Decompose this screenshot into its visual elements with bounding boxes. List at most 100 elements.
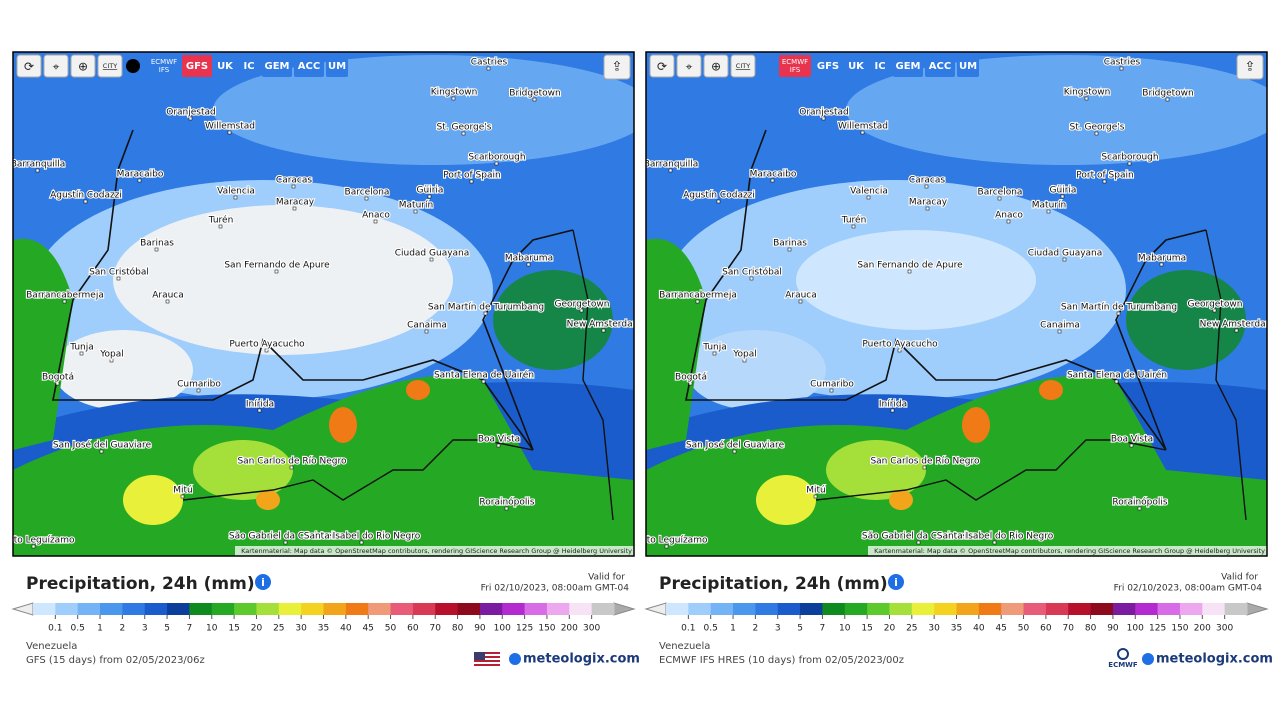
legend-label: 10 — [206, 624, 218, 634]
region: Venezuela — [659, 641, 710, 652]
border — [685, 129, 1207, 451]
city-text: CITY — [736, 62, 750, 70]
flag-stripe — [474, 654, 500, 656]
legend-label: 300 — [1216, 624, 1233, 634]
city-dot — [1119, 66, 1124, 71]
info-icon[interactable] — [255, 574, 271, 590]
city-label: Mitú — [806, 486, 826, 496]
share-icon: ⇪ — [612, 60, 623, 75]
info-icon[interactable] — [888, 574, 904, 590]
brand: meteologix.com — [1156, 652, 1273, 667]
city-dot — [695, 299, 700, 304]
tool-button[interactable] — [649, 54, 675, 78]
city-dot — [1006, 219, 1011, 224]
legend-swatch — [800, 603, 823, 615]
model-button[interactable] — [779, 55, 811, 77]
city-label: Maracay — [909, 198, 948, 208]
share-button[interactable] — [1236, 54, 1264, 80]
city-dot — [154, 247, 159, 252]
model-button[interactable] — [262, 55, 292, 77]
legend-swatch — [390, 603, 414, 615]
city-label: New Amsterdam — [1200, 320, 1275, 330]
border — [182, 439, 534, 501]
legend-swatch — [412, 603, 436, 615]
tool-button[interactable] — [703, 54, 729, 78]
map: Castries Kingstown Bridgetown Oranjestad Wil… — [13, 52, 634, 556]
legend-swatch — [100, 603, 123, 615]
city-button[interactable] — [730, 54, 756, 78]
model-button[interactable] — [294, 55, 324, 77]
legend-swatch — [1202, 603, 1226, 615]
model-button[interactable] — [957, 55, 979, 77]
legend-label: 40 — [973, 624, 985, 634]
city-label: San Fernando de Apure — [224, 261, 330, 271]
city-dot — [137, 178, 142, 183]
legend-label: 3 — [142, 624, 148, 634]
city-dot — [116, 276, 121, 281]
model-button[interactable] — [845, 55, 867, 77]
legend-swatch — [666, 603, 689, 615]
legend-swatch — [710, 603, 734, 615]
legend-swatch — [256, 603, 280, 615]
legend-swatch — [479, 603, 503, 615]
region: Venezuela — [26, 641, 77, 652]
city-label: Bogotá — [675, 373, 707, 383]
model-button[interactable] — [182, 55, 212, 77]
city-label: Mitú — [173, 486, 193, 496]
city-label: San Martín de Turumbang — [1061, 303, 1177, 313]
model-button[interactable] — [813, 55, 843, 77]
tool-button[interactable] — [16, 54, 42, 78]
share-button[interactable] — [603, 54, 631, 80]
model-label: UM — [959, 61, 977, 72]
border — [815, 439, 1167, 501]
legend-label: 0.1 — [48, 624, 62, 634]
model-button[interactable] — [326, 55, 348, 77]
city-button[interactable] — [97, 54, 123, 78]
city-label: Mabaruma — [505, 254, 553, 264]
brand-mark — [509, 653, 521, 665]
tool-button[interactable] — [43, 54, 69, 78]
model-button[interactable] — [148, 55, 180, 77]
city-dot — [274, 269, 279, 274]
city-dot — [373, 219, 378, 224]
city-dot — [196, 388, 201, 393]
tool-button[interactable] — [70, 54, 96, 78]
city-dot — [481, 379, 486, 384]
city-label: Barinas — [140, 239, 174, 249]
model-button[interactable] — [925, 55, 955, 77]
legend-swatch — [844, 603, 868, 615]
model-button[interactable] — [869, 55, 891, 77]
city-label: Canaima — [1040, 321, 1080, 331]
city-label: Barrancabermeja — [26, 291, 104, 301]
model-button[interactable] — [214, 55, 236, 77]
city-dot — [1057, 329, 1062, 334]
city-label: San Carlos de Río Negro — [870, 457, 980, 467]
model-button[interactable] — [893, 55, 923, 77]
city-label: San Carlos de Río Negro — [237, 457, 347, 467]
city-dot — [1084, 96, 1089, 101]
legend-label: 5 — [164, 624, 170, 634]
attribution: Kartenmaterial: Map data © OpenStreetMap… — [874, 547, 1265, 555]
model-label: IC — [874, 61, 885, 72]
dry-area — [113, 205, 453, 355]
legend-swatch — [1135, 603, 1159, 615]
city-dot — [732, 449, 737, 454]
border — [1205, 229, 1247, 521]
city-label: Santa Isabel do Rio Negro — [304, 532, 421, 542]
attribution-bg — [868, 546, 1267, 556]
city-label: Turén — [841, 215, 867, 226]
city-dot — [997, 196, 1002, 201]
tool-button[interactable] — [676, 54, 702, 78]
city-label: Cumaribo — [177, 380, 221, 390]
city-label: Barinas — [773, 239, 807, 249]
legend-swatch — [591, 603, 615, 615]
model-label: UK — [848, 61, 865, 72]
legend-label: 60 — [1040, 624, 1052, 634]
city-label: Willemstad — [205, 122, 255, 132]
layer-toggle[interactable] — [126, 59, 140, 73]
city-label: São Gabriel da Cachoeira — [862, 532, 976, 542]
rain-orange — [406, 380, 430, 400]
city-dot — [99, 449, 104, 454]
city-dot — [483, 311, 488, 316]
model-button[interactable] — [238, 55, 260, 77]
